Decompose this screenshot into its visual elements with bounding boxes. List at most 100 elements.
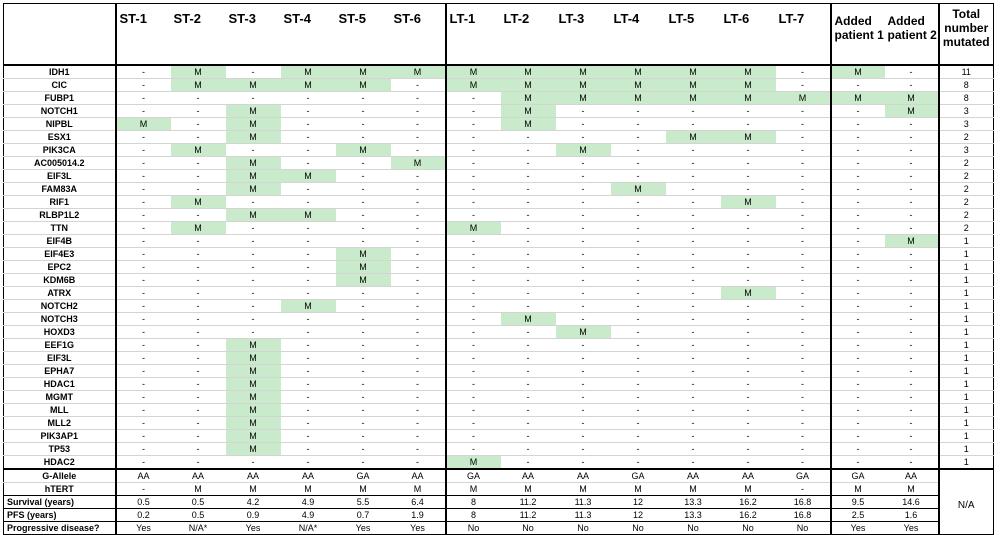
- empty-cell: -: [884, 416, 939, 430]
- empty-cell: -: [555, 416, 611, 430]
- empty-cell: -: [225, 312, 281, 326]
- empty-cell: -: [225, 234, 281, 248]
- genotype-cell: AA: [665, 468, 721, 483]
- empty-cell: -: [335, 286, 391, 300]
- clinical-cell: 12: [610, 495, 666, 509]
- genotype-cell: AA: [884, 468, 939, 483]
- empty-cell: -: [775, 64, 831, 79]
- empty-cell: -: [829, 403, 885, 417]
- empty-cell: -: [444, 91, 501, 105]
- empty-cell: -: [280, 429, 336, 443]
- empty-cell: -: [335, 130, 391, 144]
- empty-cell: -: [390, 338, 446, 352]
- total-count: 1: [937, 312, 994, 326]
- empty-cell: -: [444, 351, 501, 365]
- clinical-cell: Yes: [115, 521, 171, 535]
- empty-cell: -: [829, 325, 885, 339]
- empty-cell: -: [225, 273, 281, 287]
- empty-cell: -: [280, 416, 336, 430]
- empty-cell: -: [500, 286, 556, 300]
- clinical-cell: 16.2: [720, 495, 776, 509]
- empty-cell: -: [884, 325, 939, 339]
- empty-cell: -: [555, 429, 611, 443]
- mutation-cell: M: [225, 377, 281, 391]
- clinical-cell: Yes: [884, 521, 939, 535]
- empty-cell: -: [665, 195, 721, 209]
- empty-cell: -: [555, 234, 611, 248]
- gene-name: MLL: [3, 403, 117, 417]
- mutation-cell: M: [225, 416, 281, 430]
- empty-cell: -: [115, 273, 171, 287]
- mutation-cell: M: [500, 117, 556, 131]
- empty-cell: -: [335, 91, 391, 105]
- empty-cell: -: [665, 273, 721, 287]
- clinical-row: Survival (years) 0.5 0.5 4.2 4.9 5.5 6.4 8 11.2 1…: [3, 495, 994, 509]
- mutation-cell: M: [225, 403, 281, 417]
- empty-cell: -: [225, 64, 281, 79]
- mutation-cell: M: [444, 64, 501, 79]
- empty-cell: -: [444, 169, 501, 183]
- empty-cell: -: [444, 312, 501, 326]
- clinical-cell: 11.3: [555, 495, 611, 509]
- empty-cell: -: [444, 195, 501, 209]
- empty-cell: -: [775, 429, 831, 443]
- empty-cell: -: [500, 377, 556, 391]
- gene-name: TTN: [3, 221, 117, 235]
- mutation-cell: M: [444, 455, 501, 470]
- empty-cell: -: [500, 221, 556, 235]
- empty-cell: -: [500, 247, 556, 261]
- empty-cell: -: [829, 312, 885, 326]
- empty-cell: -: [170, 416, 226, 430]
- gene-name: FAM83A: [3, 182, 117, 196]
- genotype-label: hTERT: [3, 482, 117, 496]
- gene-row: NOTCH3- - - - - - - M - - - - - - -1: [3, 312, 994, 326]
- genotype-cell: AA: [280, 468, 336, 483]
- clinical-cell: 11.3: [555, 508, 611, 522]
- gene-name: EIF3L: [3, 169, 117, 183]
- mutation-cell: M: [610, 91, 666, 105]
- empty-cell: -: [610, 429, 666, 443]
- empty-cell: -: [829, 338, 885, 352]
- total-count: 2: [937, 195, 994, 209]
- mutation-cell: M: [280, 169, 336, 183]
- empty-cell: -: [665, 208, 721, 222]
- gene-row: FUBP1- - - - - - - M M M M M M M M 8: [3, 91, 994, 105]
- gene-row: EEF1G - - M - - - - - - - - - - - -1: [3, 338, 994, 352]
- empty-cell: -: [720, 143, 776, 157]
- empty-cell: -: [115, 416, 171, 430]
- empty-cell: -: [390, 364, 446, 378]
- mutation-cell: M: [225, 364, 281, 378]
- empty-cell: -: [775, 377, 831, 391]
- gene-row: HDAC1- - M - - - - - - - - - - - -1: [3, 377, 994, 391]
- empty-cell: -: [775, 286, 831, 300]
- mutation-cell: M: [610, 64, 666, 79]
- empty-cell: -: [884, 169, 939, 183]
- gene-name: MLL2: [3, 416, 117, 430]
- empty-cell: -: [390, 325, 446, 339]
- empty-cell: -: [775, 247, 831, 261]
- empty-cell: -: [335, 299, 391, 313]
- empty-cell: -: [555, 221, 611, 235]
- gene-name: FUBP1: [3, 91, 117, 105]
- genotype-cell: M: [665, 482, 721, 496]
- clinical-cell: 1.6: [884, 508, 939, 522]
- empty-cell: -: [335, 104, 391, 118]
- empty-cell: -: [775, 338, 831, 352]
- empty-cell: -: [775, 325, 831, 339]
- empty-cell: -: [335, 234, 391, 248]
- empty-cell: -: [610, 325, 666, 339]
- empty-cell: -: [720, 247, 776, 261]
- empty-cell: -: [555, 299, 611, 313]
- genotype-cell: AA: [555, 468, 611, 483]
- empty-cell: -: [115, 260, 171, 274]
- clinical-cell: Yes: [335, 521, 391, 535]
- empty-cell: -: [610, 130, 666, 144]
- gene-name: CIC: [3, 78, 117, 92]
- empty-cell: -: [500, 169, 556, 183]
- empty-cell: -: [884, 442, 939, 456]
- total-count: 1: [937, 416, 994, 430]
- clinical-cell: 2.5: [829, 508, 885, 522]
- mutation-cell: M: [720, 78, 776, 92]
- empty-cell: -: [555, 364, 611, 378]
- empty-cell: -: [390, 429, 446, 443]
